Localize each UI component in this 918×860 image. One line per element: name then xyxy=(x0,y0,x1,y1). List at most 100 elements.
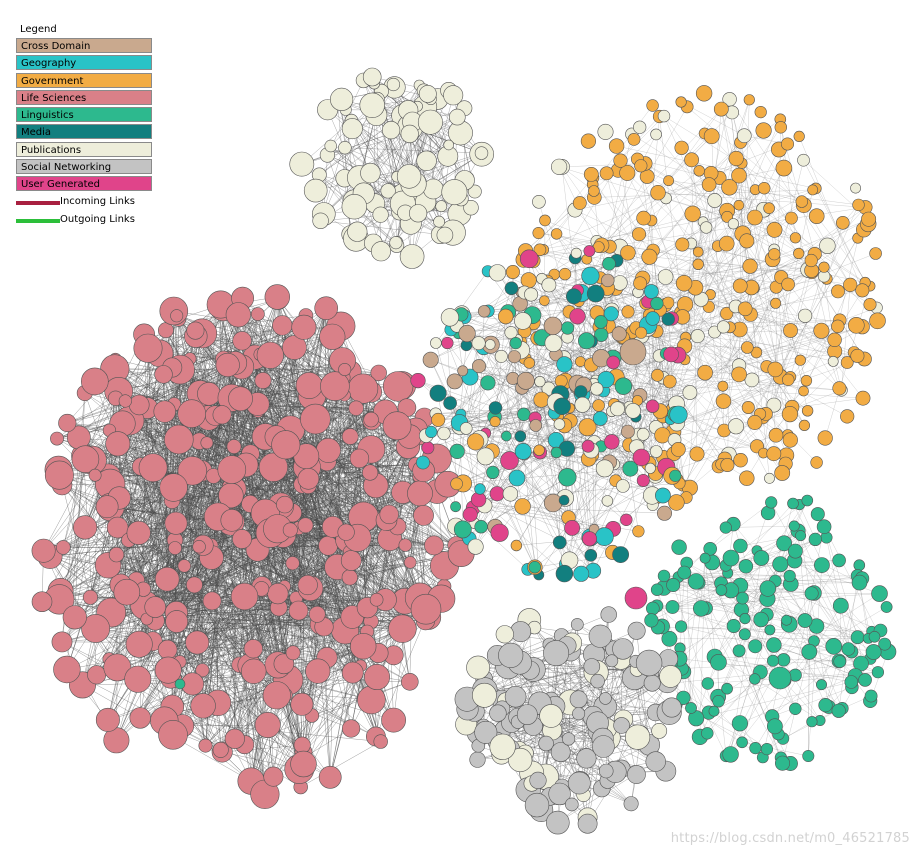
link-edge xyxy=(273,515,424,777)
link-edge xyxy=(698,170,740,366)
dataset-node xyxy=(295,371,323,399)
link-edge xyxy=(754,678,821,721)
dataset-node xyxy=(707,193,723,208)
dataset-node xyxy=(832,381,847,396)
dataset-node xyxy=(220,508,244,532)
dataset-node xyxy=(288,600,309,621)
dataset-node xyxy=(675,275,693,292)
dataset-node xyxy=(164,511,188,535)
dataset-node xyxy=(616,479,630,493)
dataset-node xyxy=(861,211,877,227)
link-edge xyxy=(520,350,567,481)
dataset-node xyxy=(494,349,508,363)
dataset-node xyxy=(831,703,846,718)
link-edge xyxy=(689,390,804,488)
dataset-node xyxy=(289,151,315,177)
link-edge xyxy=(623,330,791,338)
link-edge xyxy=(116,545,329,555)
dataset-node xyxy=(865,644,882,660)
link-edge xyxy=(61,616,353,643)
dataset-node xyxy=(297,574,318,596)
dataset-node xyxy=(429,384,447,402)
dataset-node xyxy=(840,409,855,424)
dataset-node xyxy=(781,373,795,386)
dataset-node xyxy=(320,371,350,402)
link-edge xyxy=(320,220,445,236)
dataset-node xyxy=(400,124,419,143)
dataset-node xyxy=(627,132,641,146)
dataset-node xyxy=(448,108,466,126)
dataset-node xyxy=(498,308,514,325)
dataset-node xyxy=(764,624,776,636)
dataset-node xyxy=(398,538,412,552)
dataset-node xyxy=(573,565,590,582)
dataset-node xyxy=(348,400,364,416)
dataset-node xyxy=(386,77,401,92)
link-edge xyxy=(739,675,856,724)
dataset-node xyxy=(632,448,651,467)
dataset-node xyxy=(775,159,793,177)
dataset-node xyxy=(715,584,728,596)
dataset-node xyxy=(95,707,120,732)
dataset-node xyxy=(783,569,796,583)
dataset-node xyxy=(788,520,800,532)
link-edge xyxy=(763,188,775,250)
dataset-node xyxy=(558,494,570,506)
dataset-node xyxy=(693,165,705,177)
dataset-node xyxy=(827,332,842,347)
dataset-node xyxy=(228,386,253,412)
dataset-node xyxy=(381,707,407,733)
dataset-node xyxy=(469,751,486,768)
dataset-node xyxy=(602,256,616,271)
dataset-node xyxy=(656,505,672,521)
dataset-node xyxy=(818,261,830,273)
dataset-node xyxy=(154,656,182,684)
dataset-node xyxy=(682,385,698,400)
dataset-node xyxy=(774,755,790,771)
dataset-node xyxy=(765,496,778,509)
dataset-node xyxy=(144,596,166,618)
link-edge xyxy=(78,362,236,438)
link-edge xyxy=(249,467,308,666)
dataset-node xyxy=(832,597,849,614)
dataset-node xyxy=(738,559,754,574)
link-edge xyxy=(283,315,307,664)
link-edge xyxy=(723,209,765,431)
link-edge xyxy=(678,374,782,450)
dataset-node xyxy=(360,162,381,184)
dataset-node xyxy=(599,166,614,181)
dataset-node xyxy=(532,195,546,209)
link-edge xyxy=(811,593,849,650)
dataset-node xyxy=(318,765,342,789)
link-edge xyxy=(686,562,692,708)
link-edge xyxy=(539,381,570,561)
dataset-node xyxy=(864,689,878,703)
link-edge xyxy=(636,630,650,745)
dataset-node xyxy=(72,515,98,540)
link-edge xyxy=(561,166,578,293)
dataset-node xyxy=(441,179,468,206)
dataset-node xyxy=(113,578,141,606)
dataset-node xyxy=(644,613,659,628)
dataset-node xyxy=(507,350,521,364)
dataset-node xyxy=(350,632,377,660)
dataset-node xyxy=(684,205,701,223)
dataset-node xyxy=(754,105,767,119)
dataset-node xyxy=(633,120,647,134)
dataset-node xyxy=(766,446,782,462)
link-edge xyxy=(459,422,602,447)
link-edge xyxy=(202,521,232,706)
dataset-node xyxy=(553,418,566,431)
dataset-node xyxy=(349,448,370,469)
link-edge xyxy=(816,216,871,287)
dataset-node xyxy=(125,630,153,658)
link-edge xyxy=(241,366,300,769)
link-edge xyxy=(701,593,812,609)
dataset-node xyxy=(644,284,659,299)
dataset-node xyxy=(788,543,803,559)
link-edge xyxy=(323,105,373,215)
link-edge xyxy=(473,507,614,530)
link-edge xyxy=(485,432,566,499)
dataset-node xyxy=(198,738,213,753)
